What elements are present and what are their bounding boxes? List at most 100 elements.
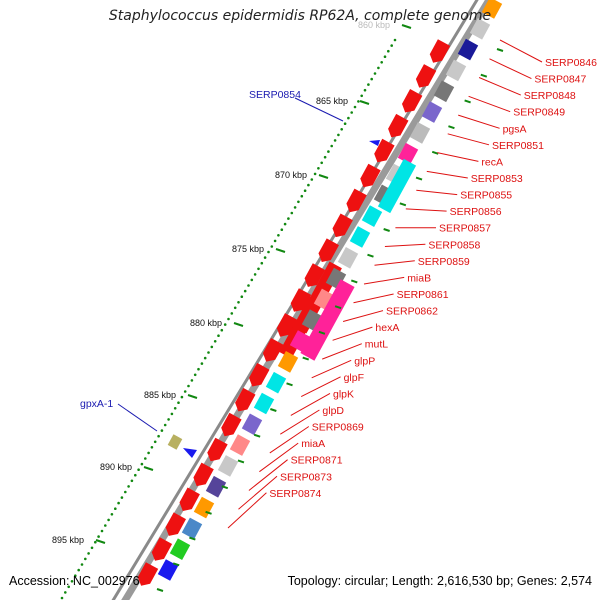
scale-dot [377, 66, 380, 70]
scale-dot [323, 155, 327, 159]
scale-dot [97, 535, 100, 538]
gene-label: SERP0858 [428, 239, 480, 251]
scale-dot [163, 423, 167, 427]
scale-dot [223, 323, 227, 326]
scale-dot [260, 261, 264, 265]
gene-leader-line [300, 376, 341, 398]
gene-leader-line [447, 133, 490, 146]
cog-block [457, 38, 479, 61]
gene-leader-line [405, 208, 447, 212]
scale-dot [390, 44, 394, 47]
scale-dot [100, 529, 104, 533]
scale-dot [87, 552, 90, 555]
gene-arrow [374, 138, 395, 163]
gene-tick [399, 202, 407, 207]
scale-dot [207, 351, 210, 354]
gene-label: hexA [375, 322, 399, 334]
gene-tick [431, 150, 439, 155]
gene-marker [183, 448, 197, 458]
gene-arrow [179, 487, 200, 511]
trna-marker [369, 140, 380, 146]
scale-dot [144, 457, 147, 460]
scale-dot [104, 524, 107, 527]
gene-tick [464, 99, 471, 104]
gene-leader-line [248, 459, 288, 491]
scale-dot [160, 429, 164, 432]
scale-dot [357, 100, 360, 103]
accession-text: Accession: NC_002976 [9, 574, 140, 588]
scale-dot [127, 485, 130, 488]
gene-arrow [402, 89, 423, 113]
scale-dot [190, 379, 194, 382]
gene-arrow [235, 387, 256, 412]
scale-dot [237, 301, 240, 304]
gene-leader-line [478, 77, 521, 96]
gene-tick [448, 125, 455, 130]
scale-dot [233, 306, 237, 310]
gene-leader-line [290, 392, 331, 416]
gene-tick [221, 485, 229, 490]
gene-tick [237, 459, 245, 464]
scale-dot [270, 245, 274, 248]
scale-dot [203, 356, 207, 360]
scale-dot [250, 278, 254, 282]
gene-label: SERP0848 [524, 90, 576, 102]
gene-arrow [276, 313, 298, 337]
gene-tick [367, 253, 374, 258]
scale-tick [187, 394, 198, 399]
gene-leader-line [489, 58, 532, 80]
cog-block [361, 205, 383, 227]
gene-label: SERP0869 [312, 422, 364, 434]
scale-dot [200, 362, 204, 365]
gene-arrow [221, 412, 242, 437]
scale-dot [153, 440, 157, 444]
gene-label: recA [481, 156, 503, 168]
scale-tick [359, 100, 370, 105]
gene-label: SERP0874 [269, 488, 321, 500]
scale-dot [183, 390, 187, 393]
scale-dot [263, 256, 267, 259]
gene-leader-line [374, 260, 415, 266]
scale-dot [167, 418, 170, 421]
scale-label: 890 kbp [100, 462, 132, 472]
gene-leader-line [311, 359, 352, 379]
scale-tick [318, 174, 329, 179]
scale-dot [193, 373, 197, 377]
scale-dot [247, 284, 250, 287]
scale-dot [353, 105, 357, 109]
cog-block [421, 101, 443, 123]
gene-label: SERP0873 [280, 471, 332, 483]
scale-dot [130, 479, 134, 483]
scale-dot [74, 574, 77, 577]
left-feature-label: SERP0854 [249, 89, 301, 101]
scale-dot [383, 55, 387, 58]
gene-tick [189, 536, 196, 541]
gene-arrow [346, 188, 367, 213]
gene-tick [350, 279, 358, 284]
cog-block-long [377, 158, 417, 214]
scale-tick [143, 466, 154, 471]
scale-dot [273, 239, 277, 243]
gene-leader-line [458, 114, 500, 129]
cog-block [469, 18, 491, 40]
gene-leader-line [227, 492, 267, 529]
cog-block [481, 0, 503, 19]
scale-dot [350, 111, 354, 114]
gene-tick [415, 176, 423, 181]
gene-label: glpF [344, 372, 364, 384]
scale-dot [120, 496, 124, 499]
gene-label: SERP0851 [492, 140, 544, 152]
gene-tick [302, 356, 310, 361]
scale-dot [114, 507, 117, 511]
gene-tick [496, 48, 504, 52]
scale-label: 895 kbp [52, 535, 84, 545]
scale-dot [393, 38, 397, 42]
left-feature-line [294, 97, 344, 122]
gene-leader-line [269, 426, 310, 454]
scale-dot [187, 384, 190, 388]
gene-tick [318, 330, 326, 335]
scale-dot [110, 513, 114, 516]
gene-label: miaA [301, 438, 325, 450]
genome-title: Staphylococcus epidermidis RP62A, comple… [108, 8, 492, 24]
gene-label: miaB [407, 272, 431, 284]
